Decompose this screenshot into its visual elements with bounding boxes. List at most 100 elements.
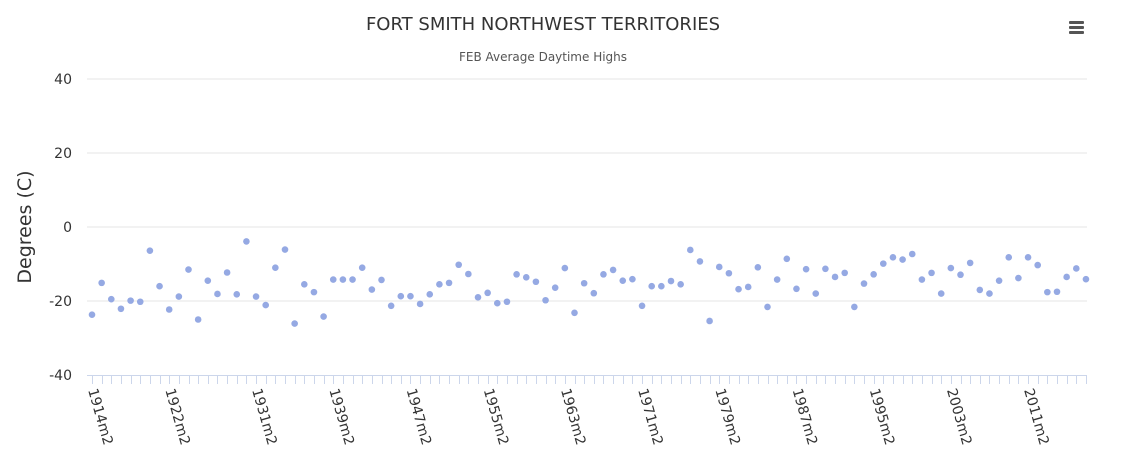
data-point (262, 301, 270, 309)
data-point (272, 264, 279, 272)
data-point (735, 285, 742, 293)
data-point (860, 280, 868, 287)
data-point (725, 269, 733, 277)
data-point (841, 269, 848, 277)
menu-bar-icon (1069, 26, 1084, 29)
data-point (619, 277, 627, 284)
data-point (329, 276, 337, 283)
data-point (194, 316, 202, 323)
data-point (571, 309, 578, 317)
data-point (658, 282, 665, 290)
x-axis: 1914m2 1922m2 1931m2 1939m2 1947m2 1955m2 1963… (84, 375, 1087, 447)
data-point (156, 282, 163, 290)
x-tick-label: 1979m2 (711, 387, 742, 447)
data-point (522, 274, 530, 281)
data-point (1034, 261, 1041, 269)
data-point (812, 290, 820, 297)
data-point (484, 289, 491, 297)
data-point (436, 281, 443, 288)
data-point (445, 279, 453, 287)
data-point (928, 269, 935, 277)
data-point (1024, 254, 1032, 261)
y-tick-label: -40 (49, 368, 72, 384)
data-point (368, 286, 376, 293)
data-point (590, 289, 598, 297)
data-point (223, 269, 231, 276)
data-point (870, 271, 877, 278)
y-tick-label: -20 (49, 294, 72, 310)
data-point (851, 303, 858, 311)
grid-lines (87, 78, 1087, 302)
data-point (291, 320, 298, 327)
data-point (648, 282, 655, 290)
data-point (108, 295, 115, 303)
y-axis-label: Degrees (C) (14, 170, 36, 283)
data-point (986, 290, 993, 297)
data-point (831, 273, 839, 281)
data-point (281, 246, 289, 253)
data-point (165, 306, 173, 313)
data-point (465, 270, 472, 278)
data-point (204, 277, 212, 284)
data-point (908, 250, 916, 258)
x-tick-label: 1922m2 (161, 387, 192, 447)
data-point (744, 283, 752, 291)
data-point (407, 292, 414, 300)
data-point (98, 279, 105, 287)
y-tick-label: 0 (63, 220, 72, 236)
data-point (185, 266, 192, 273)
data-point (899, 256, 906, 263)
x-tick-label: 1931m2 (248, 387, 279, 447)
data-point (146, 247, 154, 254)
data-point (638, 302, 646, 310)
data-point (937, 290, 945, 297)
y-tick-label: 40 (54, 72, 72, 88)
data-point (600, 271, 607, 278)
x-tick-label: 1947m2 (403, 387, 434, 447)
data-point (609, 266, 617, 274)
data-point (793, 285, 800, 293)
data-point (754, 264, 762, 271)
data-point (416, 300, 424, 308)
data-point (1073, 265, 1080, 272)
x-tick-label: 1955m2 (480, 387, 511, 447)
chart-menu-button[interactable] (1062, 14, 1090, 42)
data-point (918, 276, 926, 283)
data-point (1044, 288, 1051, 296)
data-point (561, 264, 569, 272)
data-point (1053, 288, 1061, 296)
data-point (947, 264, 955, 272)
x-tick-label: 1914m2 (84, 387, 115, 447)
data-point (320, 313, 327, 320)
data-point (310, 288, 318, 296)
data-point (117, 305, 125, 313)
data-point (706, 317, 713, 325)
data-point (397, 292, 405, 300)
data-point (358, 264, 366, 272)
data-points (88, 238, 1090, 327)
data-point (378, 276, 385, 284)
data-point (715, 263, 723, 271)
data-point (551, 284, 559, 291)
data-point (426, 291, 434, 298)
y-tick-label: 20 (54, 146, 72, 162)
data-point (252, 293, 260, 300)
data-point (764, 303, 771, 311)
data-point (880, 260, 887, 267)
data-point (966, 259, 974, 267)
data-point (773, 276, 781, 283)
y-axis-ticks: 40 20 0 -20 -40 (49, 72, 72, 384)
data-point (1005, 254, 1013, 261)
data-point (1082, 275, 1090, 283)
data-point (339, 276, 347, 283)
data-point (455, 261, 463, 269)
chart-subtitle: FEB Average Daytime Highs (459, 50, 627, 64)
x-tick-label: 2011m2 (1020, 387, 1051, 447)
data-point (687, 246, 694, 254)
data-point (995, 277, 1003, 284)
data-point (233, 291, 241, 298)
data-point (349, 276, 356, 283)
data-point (580, 279, 588, 287)
data-point (88, 311, 96, 318)
